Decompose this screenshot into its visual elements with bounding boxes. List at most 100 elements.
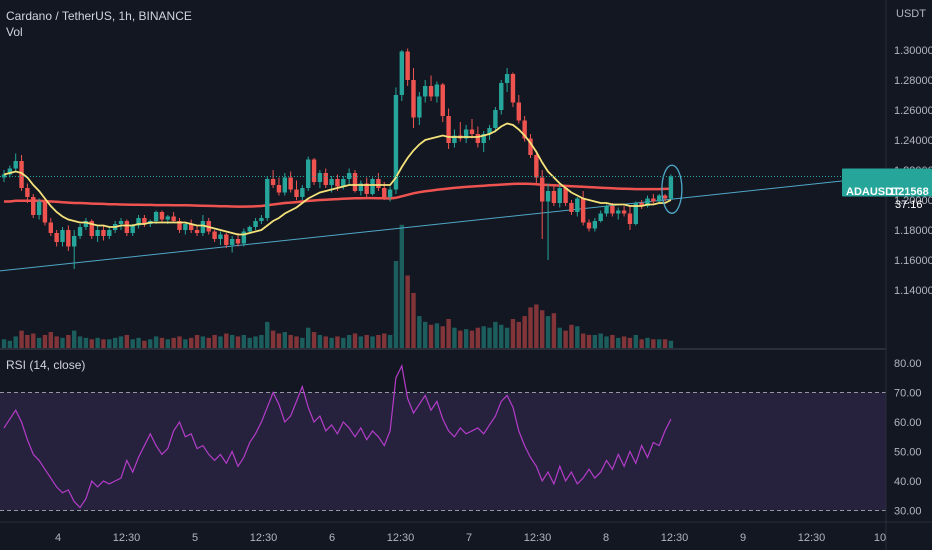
candle-body — [627, 213, 633, 224]
candle-body — [434, 84, 440, 97]
time-tick-label: 8 — [603, 532, 609, 544]
volume-bar — [662, 339, 668, 348]
volume-bar — [440, 326, 445, 348]
candle-body — [171, 216, 176, 221]
volume-bar — [487, 327, 492, 348]
candle-body — [346, 173, 352, 179]
volume-bar — [358, 336, 364, 348]
volume-bar — [300, 337, 305, 348]
candle-body — [194, 230, 200, 233]
rsi-axis-labels[interactable]: 80.00 70.00 60.00 50.00 40.00 30.00 — [894, 358, 922, 518]
rsi-tick-label: 60.00 — [894, 417, 922, 429]
candle-body — [253, 221, 258, 227]
ma-fast-line — [3, 122, 672, 236]
candle-body — [241, 231, 247, 244]
trend-line — [0, 175, 885, 272]
volume-bar — [66, 334, 71, 348]
volume-bar — [270, 330, 276, 348]
time-tick-label: 9 — [740, 532, 746, 544]
volume-bar — [136, 337, 141, 348]
volume-bar — [206, 337, 211, 348]
candle-body — [575, 198, 580, 212]
volume-bar — [621, 336, 627, 348]
candle-body — [668, 176, 674, 199]
volume-bar — [346, 334, 352, 348]
candle-body — [107, 230, 112, 236]
volume-bar — [563, 330, 568, 348]
candle-body — [364, 183, 369, 194]
volume-bar — [235, 336, 241, 348]
volume-bar — [522, 316, 527, 348]
candle-body — [136, 218, 141, 226]
candle-body — [481, 134, 486, 143]
candle-body — [60, 230, 65, 242]
candle-body — [224, 234, 229, 245]
candle-body — [153, 212, 159, 221]
volume-bar — [224, 333, 229, 348]
volume-bar — [592, 334, 598, 348]
volume-bar — [657, 339, 662, 348]
candle-body — [25, 188, 30, 197]
candle-body — [218, 234, 223, 239]
candle-body — [657, 195, 662, 202]
volume-bar — [95, 337, 100, 348]
currency-label[interactable]: USDT — [896, 8, 926, 20]
candle-body — [423, 86, 428, 97]
countdown-timer: 37:16 — [895, 199, 923, 211]
symbol-title[interactable]: Cardano / TetherUS, 1h, BINANCE — [6, 9, 192, 23]
time-axis-labels[interactable]: 4 12:30 5 12:30 6 12:30 7 12:30 8 12:30 9 12:30 10 — [55, 532, 886, 544]
volume-bar — [528, 307, 533, 348]
volume-bar — [575, 326, 580, 348]
candle-body — [311, 159, 317, 182]
candle-body — [235, 239, 241, 244]
last-price-value: 1.21568 — [889, 186, 929, 198]
candle-body — [341, 179, 346, 187]
candle-body — [13, 161, 18, 169]
volume-bars — [1, 224, 674, 348]
volume-bar — [504, 327, 510, 348]
time-tick-label: 12:30 — [113, 532, 141, 544]
volume-bar — [551, 313, 557, 348]
candle-body — [77, 227, 83, 236]
highlight-ellipse — [661, 164, 683, 214]
volume-bar — [633, 334, 638, 348]
volume-bar — [1, 339, 7, 348]
volume-bar — [130, 339, 135, 348]
candle-body — [639, 203, 644, 206]
candle-body — [259, 218, 264, 221]
candle-body — [276, 185, 282, 193]
volume-bar — [382, 333, 387, 348]
rsi-label[interactable]: RSI (14, close) — [6, 358, 86, 372]
volume-bar — [651, 339, 656, 348]
rsi-band-fill — [0, 392, 886, 511]
candle-body — [428, 86, 434, 97]
volume-bar — [616, 337, 621, 348]
time-tick-label: 7 — [466, 532, 472, 544]
candle-body — [189, 224, 194, 230]
candle-body — [335, 179, 340, 187]
candle-body — [130, 225, 135, 233]
volume-bar — [399, 224, 404, 348]
candle-body — [329, 179, 334, 185]
volume-bar — [428, 324, 434, 348]
candle-body — [504, 74, 510, 83]
candle-body — [440, 84, 445, 116]
candle-body — [633, 203, 638, 224]
volume-label[interactable]: Vol — [6, 25, 23, 39]
price-tick-label: 1.16000 — [894, 255, 932, 267]
volume-bar — [294, 336, 299, 348]
volume-bar — [341, 337, 346, 348]
candle-body — [610, 206, 615, 214]
candle-body — [463, 129, 469, 139]
volume-bar — [393, 261, 399, 348]
volume-bar — [171, 337, 176, 348]
volume-bar — [153, 336, 159, 348]
volume-bar — [229, 334, 235, 348]
candle-body — [72, 236, 77, 247]
candle-body — [393, 95, 399, 190]
candle-body — [405, 51, 410, 80]
candle-body — [101, 230, 106, 236]
candle-body — [142, 218, 147, 224]
candle-body — [487, 128, 492, 134]
